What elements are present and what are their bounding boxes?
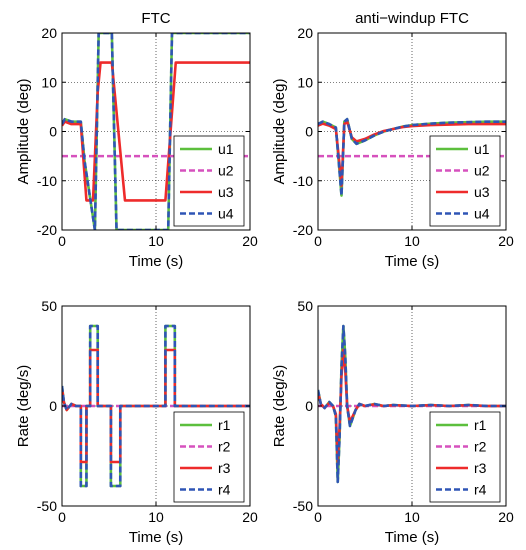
- legend-label-u3: u3: [474, 184, 490, 200]
- y-tick-label: -10: [293, 173, 313, 189]
- legend-label-r2: r2: [474, 439, 487, 455]
- x-axis-label: Time (s): [129, 253, 183, 270]
- x-tick-label: 10: [404, 509, 420, 525]
- x-axis-label: Time (s): [385, 253, 439, 270]
- y-tick-label: -20: [293, 222, 313, 238]
- y-axis-label: Amplitude (deg): [271, 79, 288, 185]
- series-line-r4: [318, 324, 506, 484]
- y-tick-label: -20: [37, 222, 57, 238]
- legend-label-r4: r4: [474, 482, 487, 498]
- legend: u1 u2 u3 u4: [429, 135, 501, 227]
- legend-label-u2: u2: [218, 163, 234, 179]
- x-tick-label: 0: [58, 233, 66, 249]
- series-group: [318, 324, 506, 484]
- y-axis-label: Rate (deg/s): [271, 365, 288, 448]
- legend-label-u4: u4: [474, 206, 490, 222]
- y-tick-label: -50: [293, 498, 313, 514]
- legend-label-r3: r3: [474, 460, 487, 476]
- legend-label-r4: r4: [218, 482, 231, 498]
- x-tick-label: 20: [242, 509, 258, 525]
- y-axis-label: Rate (deg/s): [15, 365, 32, 448]
- y-tick-label: -50: [37, 498, 57, 514]
- chart-panel-1: 0 10 20 -20 -10 0 10 20 FTC Time (s) Amplitude (de…: [15, 10, 258, 270]
- x-tick-label: 20: [242, 233, 258, 249]
- x-tick-label: 0: [314, 509, 322, 525]
- y-tick-label: 10: [41, 74, 57, 90]
- x-tick-label: 10: [148, 233, 164, 249]
- x-tick-label: 10: [404, 233, 420, 249]
- x-tick-label: 0: [314, 233, 322, 249]
- legend-label-r1: r1: [218, 417, 231, 433]
- y-tick-label: 0: [49, 398, 57, 414]
- x-axis-label: Time (s): [385, 529, 439, 546]
- y-tick-label: 20: [41, 25, 57, 41]
- x-tick-label: 0: [58, 509, 66, 525]
- x-tick-label: 10: [148, 509, 164, 525]
- x-axis-label: Time (s): [129, 529, 183, 546]
- y-tick-label: 50: [41, 298, 57, 314]
- x-tick-label: 20: [498, 233, 514, 249]
- legend-box: [173, 135, 245, 227]
- legend-label-u4: u4: [218, 206, 234, 222]
- legend-label-r1: r1: [474, 417, 487, 433]
- legend: r1 r2 r3 r4: [429, 411, 501, 503]
- legend-label-u2: u2: [474, 163, 490, 179]
- legend: u1 u2 u3 u4: [173, 135, 245, 227]
- y-axis-label: Amplitude (deg): [15, 79, 32, 185]
- series-line-u4: [318, 117, 506, 197]
- legend-box: [429, 135, 501, 227]
- legend: r1 r2 r3 r4: [173, 411, 245, 503]
- y-tick-label: 0: [305, 124, 313, 140]
- series-line-u3: [62, 61, 250, 202]
- legend-box: [173, 411, 245, 503]
- x-tick-label: 20: [498, 509, 514, 525]
- legend-label-u1: u1: [218, 141, 234, 157]
- legend-label-u1: u1: [474, 141, 490, 157]
- chart-panel-2: 0 10 20 -20 -10 0 10 20 anti−windup FTC Time (s) A…: [271, 10, 514, 270]
- series-line-u4: [62, 33, 250, 230]
- chart-title: FTC: [141, 10, 170, 27]
- y-tick-label: 50: [297, 298, 313, 314]
- series-group: [62, 324, 250, 488]
- legend-label-r2: r2: [218, 439, 231, 455]
- y-tick-label: 20: [297, 25, 313, 41]
- legend-box: [429, 411, 501, 503]
- legend-label-u3: u3: [218, 184, 234, 200]
- y-tick-label: 10: [297, 74, 313, 90]
- legend-label-r3: r3: [218, 460, 231, 476]
- chart-title: anti−windup FTC: [355, 10, 469, 27]
- y-tick-label: 0: [305, 398, 313, 414]
- y-tick-label: -10: [37, 173, 57, 189]
- y-tick-label: 0: [49, 124, 57, 140]
